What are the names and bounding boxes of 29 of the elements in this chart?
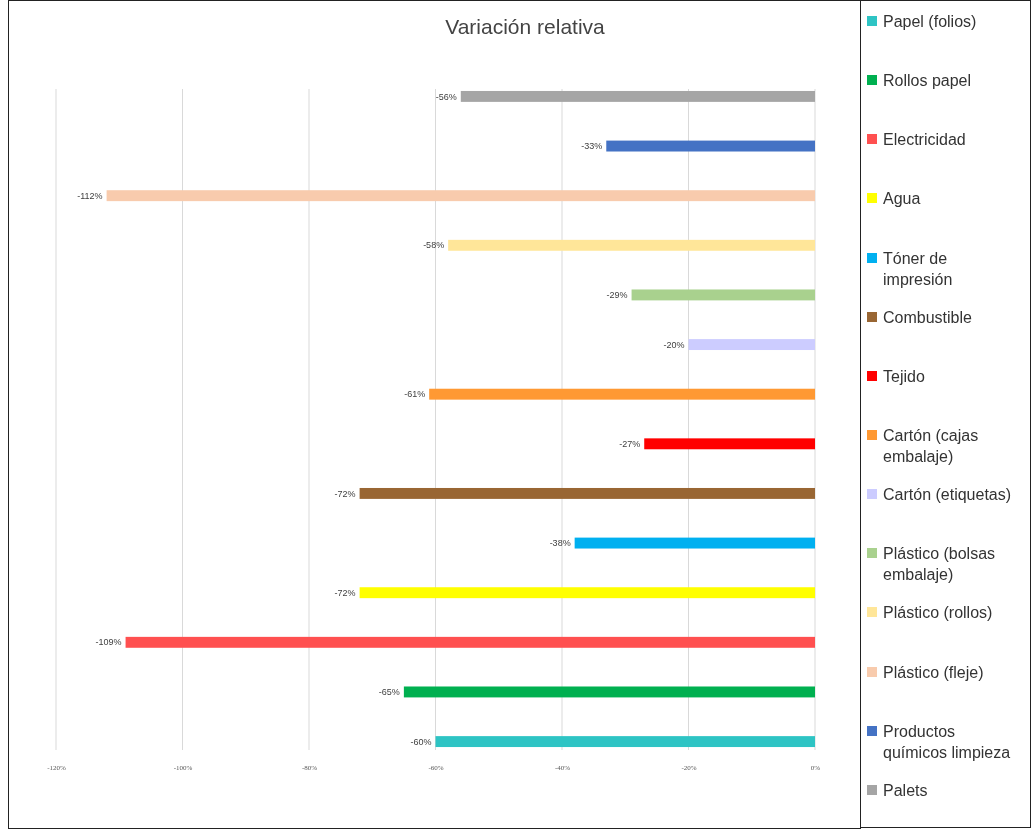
legend-label: Cartón (cajas embalaje) [883,427,979,465]
data-label: -112% [77,190,103,201]
legend-label: Plástico (rollos) [883,604,993,622]
legend-label: Tejido [883,367,925,385]
data-label: -61% [404,389,426,400]
data-label: -29% [606,290,628,301]
legend-label: Plástico (bolsas embalaje) [883,545,996,584]
legend-label: Productos químicos limpieza [883,722,1011,761]
legend-label: Agua [883,190,921,208]
data-label: -72% [334,488,356,499]
data-label: -33% [581,141,603,152]
legend-label: Papel (folios) [883,13,977,30]
data-label: -38% [549,538,571,549]
legend-label: Rollos papel [883,72,972,90]
legend-label: Plástico (fleje) [883,663,984,681]
chart-title: Variación relativa [445,15,606,38]
legend-label: Tóner de impresión [883,249,953,288]
data-label: -60% [410,736,432,747]
legend-label: Palets [883,781,928,799]
legend-label: Electricidad [883,131,966,149]
legend-label: Combustible [883,308,972,326]
data-label: -27% [619,438,641,449]
data-label: -109% [95,637,122,648]
data-label: -65% [378,687,400,698]
data-label: -56% [435,91,457,102]
data-label: -20% [663,339,685,350]
data-label: -58% [423,240,445,251]
legend-label: Cartón (etiquetas) [883,486,1012,504]
data-label: -72% [334,587,356,598]
